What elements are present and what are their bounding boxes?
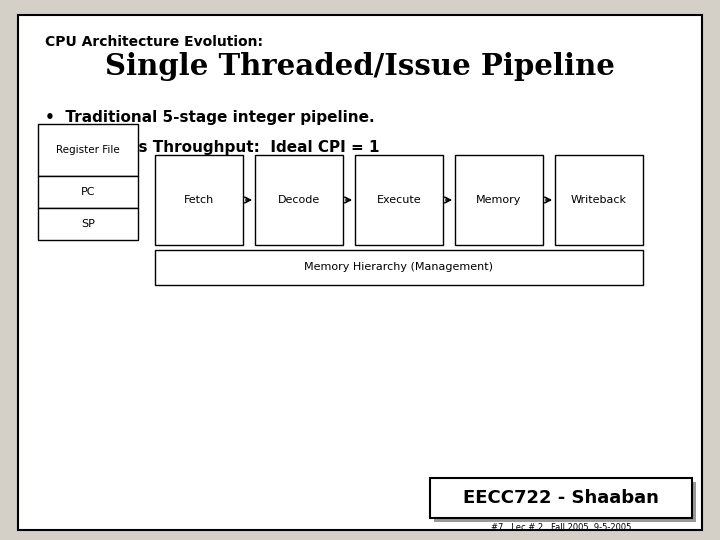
- Bar: [434, 482, 696, 522]
- Text: EECC722 - Shaaban: EECC722 - Shaaban: [463, 489, 659, 507]
- Text: PC: PC: [81, 187, 95, 197]
- Text: Memory Hierarchy (Management): Memory Hierarchy (Management): [305, 262, 493, 273]
- Text: Execute: Execute: [377, 195, 421, 205]
- Bar: [430, 478, 692, 518]
- Text: Fetch: Fetch: [184, 195, 214, 205]
- Bar: [455, 155, 543, 245]
- Bar: [255, 155, 343, 245]
- Bar: [38, 124, 138, 176]
- Bar: [38, 208, 138, 240]
- Bar: [155, 250, 643, 285]
- Text: SP: SP: [81, 219, 95, 229]
- Text: Writeback: Writeback: [571, 195, 627, 205]
- Bar: [155, 155, 243, 245]
- Text: #7   Lec # 2   Fall 2005  9-5-2005: #7 Lec # 2 Fall 2005 9-5-2005: [491, 523, 631, 532]
- Text: CPU Architecture Evolution:: CPU Architecture Evolution:: [45, 35, 263, 49]
- Text: •  Traditional 5-stage integer pipeline.: • Traditional 5-stage integer pipeline.: [45, 110, 374, 125]
- Text: Register File: Register File: [56, 145, 120, 155]
- Bar: [355, 155, 443, 245]
- Text: Memory: Memory: [477, 195, 522, 205]
- Bar: [38, 176, 138, 208]
- Bar: [555, 155, 643, 245]
- Text: •  Increases Throughput:  Ideal CPI = 1: • Increases Throughput: Ideal CPI = 1: [45, 140, 379, 155]
- Text: Single Threaded/Issue Pipeline: Single Threaded/Issue Pipeline: [105, 52, 615, 81]
- Text: Decode: Decode: [278, 195, 320, 205]
